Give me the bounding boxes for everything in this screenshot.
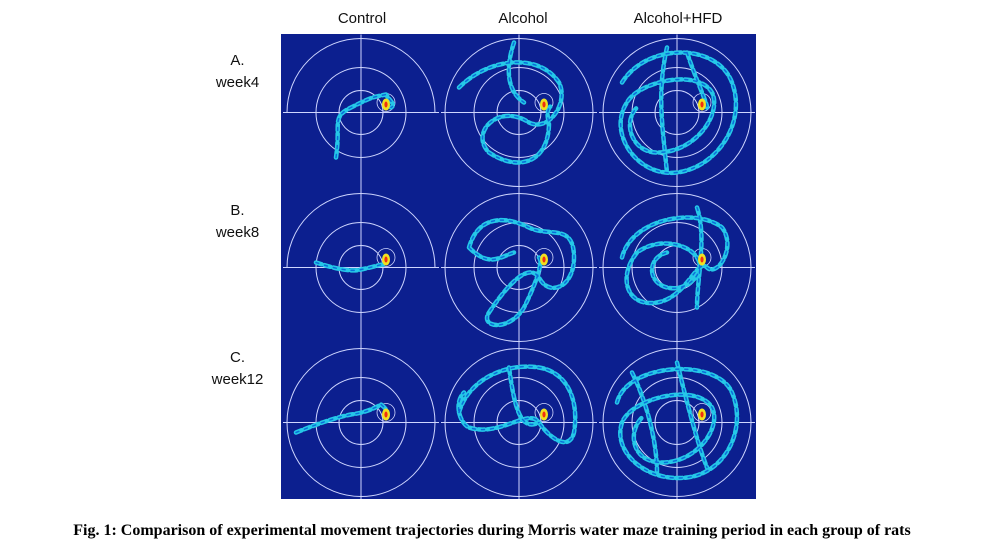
row-week: week12 xyxy=(211,371,264,388)
row-letter: A. xyxy=(230,52,245,69)
row-letter: C. xyxy=(230,349,245,366)
pool-view xyxy=(283,344,439,501)
row-week: week8 xyxy=(215,224,260,241)
trajectory-grid xyxy=(283,34,755,501)
row-label-b: B. week8 xyxy=(190,200,285,244)
pool-view xyxy=(283,34,439,191)
pool-view xyxy=(599,344,755,501)
trajectory-panel xyxy=(281,34,756,501)
pool-view xyxy=(283,189,439,346)
row-label-c: C. week12 xyxy=(190,347,285,391)
pool-view xyxy=(599,189,755,346)
pool-view xyxy=(441,189,597,346)
pool-view xyxy=(441,344,597,501)
pool-view xyxy=(441,34,597,191)
pool-view xyxy=(599,34,755,191)
row-week: week4 xyxy=(215,74,260,91)
figure-caption: Fig. 1: Comparison of experimental movem… xyxy=(73,522,911,539)
column-label-alcohol-hfd: Alcohol+HFD xyxy=(633,10,723,27)
column-label-alcohol: Alcohol xyxy=(498,10,548,27)
column-label-control: Control xyxy=(337,10,387,27)
row-label-a: A. week4 xyxy=(190,50,285,94)
row-letter: B. xyxy=(230,202,245,219)
